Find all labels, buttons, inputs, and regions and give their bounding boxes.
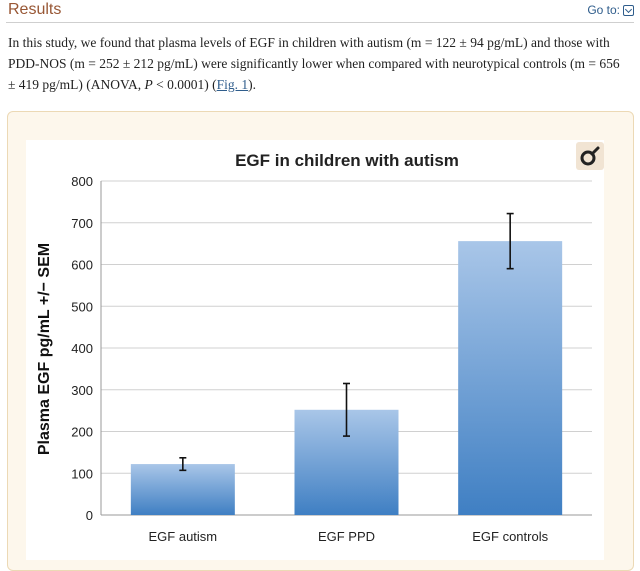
section-header: Results Go to:: [6, 0, 634, 23]
x-tick-label: EGF autism: [149, 529, 218, 544]
chart-container[interactable]: EGF in children with autism Plasma EGF p…: [26, 140, 604, 560]
zoom-icon: [580, 146, 600, 166]
bar: [458, 241, 563, 515]
bar: [130, 464, 235, 515]
zoom-button[interactable]: [576, 142, 604, 170]
y-tick-label: 300: [71, 383, 93, 398]
y-tick-label: 800: [71, 174, 93, 189]
y-tick-label: 500: [71, 299, 93, 314]
chart-title: EGF in children with autism: [235, 151, 459, 170]
p-value-symbol: P: [144, 77, 153, 92]
chevron-down-icon[interactable]: [623, 4, 634, 16]
y-tick-label: 200: [71, 425, 93, 440]
x-tick-label: EGF controls: [472, 529, 548, 544]
goto-menu[interactable]: Go to:: [587, 3, 634, 17]
paragraph-text-2: < 0.0001) (: [152, 77, 217, 92]
bar-chart: EGF in children with autism Plasma EGF p…: [36, 151, 592, 544]
paragraph-text-3: ).: [248, 77, 257, 92]
goto-label: Go to:: [587, 3, 620, 17]
figure-link[interactable]: Fig. 1: [216, 77, 249, 92]
y-axis-label: Plasma EGF pg/mL +/− SEM: [36, 243, 53, 455]
y-tick-label: 100: [71, 466, 93, 481]
x-tick-label: EGF PPD: [318, 529, 375, 544]
y-tick-label: 600: [71, 258, 93, 273]
y-tick-label: 700: [71, 216, 93, 231]
paragraph-text-1: In this study, we found that plasma leve…: [8, 35, 620, 92]
y-tick-label: 0: [86, 508, 93, 523]
results-paragraph: In this study, we found that plasma leve…: [8, 32, 630, 95]
y-tick-label: 400: [71, 341, 93, 356]
section-title: Results: [8, 1, 62, 18]
